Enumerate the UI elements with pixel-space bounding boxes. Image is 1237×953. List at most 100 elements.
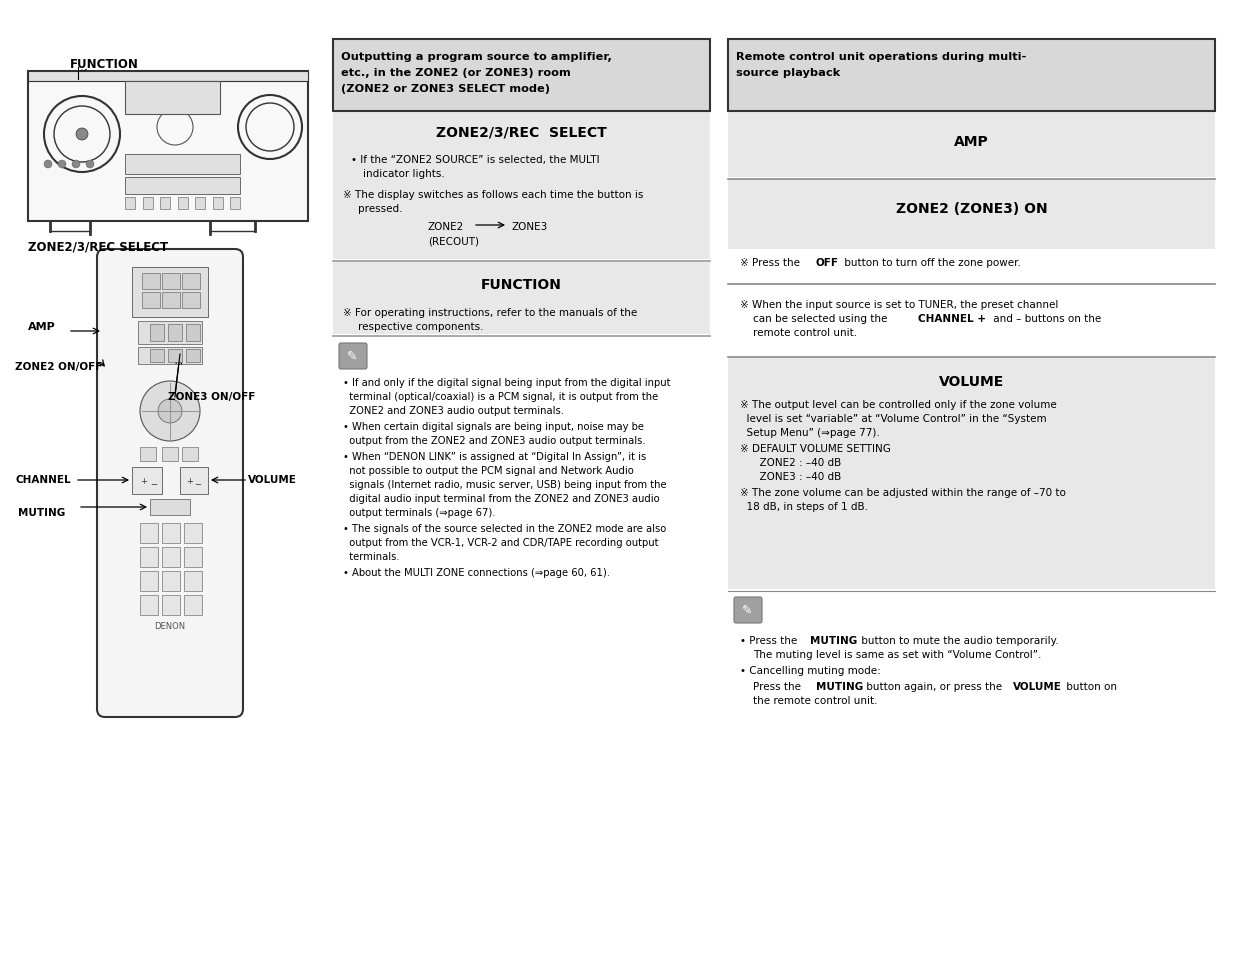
Text: • About the MULTI ZONE connections (⇒page 60, 61).: • About the MULTI ZONE connections (⇒pag… [343, 567, 610, 578]
Bar [150, 325, 165, 341]
Bar [139, 322, 202, 345]
Text: ※ Press the: ※ Press the [740, 257, 803, 268]
Bar [729, 286, 1215, 379]
Text: button to turn off the zone power.: button to turn off the zone power. [841, 257, 1021, 268]
Bar [140, 523, 158, 543]
Text: ※ DEFAULT VOLUME SETTING: ※ DEFAULT VOLUME SETTING [740, 443, 891, 454]
Text: terminals.: terminals. [343, 552, 400, 561]
Bar [125, 154, 240, 174]
Text: respective components.: respective components. [357, 322, 484, 332]
Text: ✎: ✎ [742, 603, 752, 617]
Bar [132, 468, 162, 495]
Bar [195, 198, 205, 210]
Circle shape [158, 399, 182, 423]
Text: ※ When the input source is set to TUNER, the preset channel: ※ When the input source is set to TUNER,… [740, 299, 1059, 310]
Text: • Press the: • Press the [740, 636, 800, 645]
Bar [181, 468, 208, 495]
Bar [184, 523, 202, 543]
Text: output terminals (⇒page 67).: output terminals (⇒page 67). [343, 507, 496, 517]
Text: not possible to output the PCM signal and Network Audio: not possible to output the PCM signal an… [343, 465, 633, 476]
Text: button to mute the audio temporarily.: button to mute the audio temporarily. [858, 636, 1059, 645]
Text: terminal (optical/coaxial) is a PCM signal, it is output from the: terminal (optical/coaxial) is a PCM sign… [343, 392, 658, 401]
Text: and – buttons on the: and – buttons on the [990, 314, 1101, 324]
Text: Setup Menu” (⇒page 77).: Setup Menu” (⇒page 77). [740, 428, 880, 437]
Text: can be selected using the: can be selected using the [753, 314, 891, 324]
Bar [186, 350, 200, 363]
Text: (RECOUT): (RECOUT) [428, 236, 479, 247]
Bar [182, 274, 200, 290]
FancyBboxPatch shape [96, 250, 242, 718]
Bar [182, 448, 198, 461]
Bar [150, 499, 190, 516]
Bar [168, 350, 182, 363]
Text: ZONE2 and ZONE3 audio output terminals.: ZONE2 and ZONE3 audio output terminals. [343, 406, 564, 416]
Bar [333, 40, 710, 112]
Bar [182, 293, 200, 309]
Text: VOLUME: VOLUME [247, 475, 297, 484]
Text: • Cancelling muting mode:: • Cancelling muting mode: [740, 665, 881, 676]
Text: digital audio input terminal from the ZONE2 and ZONE3 audio: digital audio input terminal from the ZO… [343, 494, 659, 503]
Bar [162, 547, 181, 567]
Circle shape [87, 161, 94, 169]
Text: ※ For operating instructions, refer to the manuals of the: ※ For operating instructions, refer to t… [343, 308, 637, 317]
Bar [162, 572, 181, 592]
Text: • The signals of the source selected in the ZONE2 mode are also: • The signals of the source selected in … [343, 523, 667, 534]
Bar [125, 178, 240, 194]
Text: Outputting a program source to amplifier,: Outputting a program source to amplifier… [341, 52, 612, 62]
Bar [142, 293, 160, 309]
Bar [729, 112, 1215, 178]
Bar [184, 547, 202, 567]
Text: MUTING: MUTING [816, 681, 863, 691]
Text: button again, or press the: button again, or press the [863, 681, 1006, 691]
Bar [729, 40, 1215, 112]
Text: indicator lights.: indicator lights. [362, 169, 445, 179]
Text: AMP: AMP [954, 135, 988, 149]
Text: OFF: OFF [816, 257, 839, 268]
Text: FUNCTION: FUNCTION [481, 277, 562, 292]
Bar [28, 71, 308, 222]
Text: DENON: DENON [155, 621, 186, 630]
Bar [132, 268, 208, 317]
Text: • If and only if the digital signal being input from the digital input: • If and only if the digital signal bein… [343, 377, 670, 388]
Text: ZONE2 : –40 dB: ZONE2 : –40 dB [740, 457, 841, 468]
Circle shape [72, 161, 80, 169]
Bar [160, 198, 169, 210]
Text: ZONE2/3/REC SELECT: ZONE2/3/REC SELECT [28, 240, 168, 253]
FancyBboxPatch shape [339, 344, 367, 370]
Text: pressed.: pressed. [357, 204, 402, 213]
Text: CHANNEL +: CHANNEL + [918, 314, 986, 324]
Bar [333, 263, 710, 335]
Text: ZONE3: ZONE3 [511, 222, 547, 232]
Bar [184, 596, 202, 616]
Text: ※ The output level can be controlled only if the zone volume: ※ The output level can be controlled onl… [740, 399, 1056, 410]
Circle shape [140, 381, 200, 441]
Bar [184, 572, 202, 592]
Text: ※ The display switches as follows each time the button is: ※ The display switches as follows each t… [343, 190, 643, 200]
Text: Remote control unit operations during multi-: Remote control unit operations during mu… [736, 52, 1027, 62]
Text: +: + [186, 476, 193, 485]
Bar [142, 198, 152, 210]
Bar [28, 71, 308, 82]
Text: MUTING: MUTING [810, 636, 857, 645]
Text: ✎: ✎ [348, 350, 357, 363]
Bar [125, 198, 135, 210]
Text: output from the ZONE2 and ZONE3 audio output terminals.: output from the ZONE2 and ZONE3 audio ou… [343, 436, 646, 446]
Bar [213, 198, 223, 210]
Bar [186, 325, 200, 341]
Text: ZONE3 : –40 dB: ZONE3 : –40 dB [740, 472, 841, 481]
Bar [150, 350, 165, 363]
Bar [140, 572, 158, 592]
Text: ZONE2 ON/OFF: ZONE2 ON/OFF [15, 361, 103, 372]
Text: AMP: AMP [28, 322, 56, 332]
Text: ※ The zone volume can be adjusted within the range of –70 to: ※ The zone volume can be adjusted within… [740, 488, 1066, 497]
Bar [168, 325, 182, 341]
Text: FUNCTION: FUNCTION [71, 58, 139, 71]
Bar [140, 596, 158, 616]
Text: 18 dB, in steps of 1 dB.: 18 dB, in steps of 1 dB. [740, 501, 868, 512]
Text: signals (Internet radio, music server, USB) being input from the: signals (Internet radio, music server, U… [343, 479, 667, 490]
Text: • If the “ZONE2 SOURCE” is selected, the MULTI: • If the “ZONE2 SOURCE” is selected, the… [351, 154, 600, 165]
Text: Press the: Press the [753, 681, 804, 691]
Text: CHANNEL: CHANNEL [15, 475, 71, 484]
Text: +: + [140, 476, 147, 485]
Bar [230, 198, 240, 210]
